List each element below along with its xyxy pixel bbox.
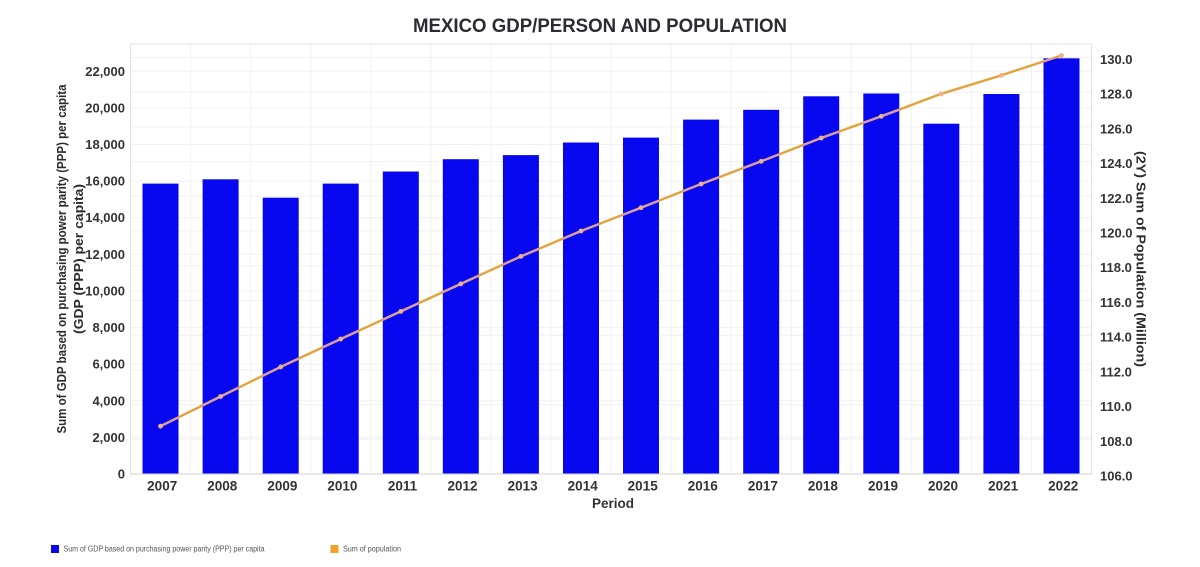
- svg-text:(2Y) Sum of Population (Millio: (2Y) Sum of Population (Million): [1134, 151, 1148, 367]
- svg-text:2013: 2013: [508, 479, 539, 494]
- svg-text:120.0: 120.0: [1100, 226, 1133, 241]
- svg-text:12,000: 12,000: [85, 247, 125, 262]
- svg-text:14,000: 14,000: [85, 210, 125, 225]
- svg-text:Sum of population: Sum of population: [343, 545, 401, 554]
- svg-text:2017: 2017: [748, 479, 778, 494]
- svg-text:124.0: 124.0: [1100, 156, 1133, 171]
- svg-text:122.0: 122.0: [1100, 191, 1133, 206]
- svg-text:4,000: 4,000: [92, 393, 125, 408]
- svg-text:22,000: 22,000: [85, 64, 125, 79]
- svg-text:MEXICO GDP/PERSON AND POPULATI: MEXICO GDP/PERSON AND POPULATION: [413, 16, 787, 37]
- svg-text:108.0: 108.0: [1100, 434, 1133, 449]
- svg-text:128.0: 128.0: [1100, 87, 1133, 102]
- svg-text:2016: 2016: [688, 479, 719, 494]
- svg-text:2022: 2022: [1048, 479, 1078, 494]
- svg-text:126.0: 126.0: [1100, 121, 1133, 136]
- svg-text:6,000: 6,000: [92, 357, 125, 372]
- svg-text:106.0: 106.0: [1100, 469, 1133, 484]
- svg-text:2010: 2010: [327, 479, 357, 494]
- svg-text:Sum of GDP based on purchasing: Sum of GDP based on purchasing power par…: [54, 84, 69, 434]
- svg-text:2007: 2007: [147, 479, 177, 494]
- svg-text:10,000: 10,000: [85, 284, 125, 299]
- svg-text:2020: 2020: [928, 479, 958, 494]
- svg-text:116.0: 116.0: [1100, 295, 1132, 310]
- svg-text:114.0: 114.0: [1100, 330, 1132, 345]
- svg-text:118.0: 118.0: [1100, 260, 1132, 275]
- svg-text:2015: 2015: [628, 479, 659, 494]
- svg-text:130.0: 130.0: [1100, 52, 1133, 67]
- svg-text:2009: 2009: [267, 479, 297, 494]
- svg-text:110.0: 110.0: [1100, 399, 1132, 414]
- svg-text:Sum of GDP based on purchasing: Sum of GDP based on purchasing power par…: [64, 545, 265, 554]
- svg-text:112.0: 112.0: [1100, 364, 1132, 379]
- svg-text:2012: 2012: [447, 479, 477, 494]
- svg-text:2,000: 2,000: [92, 430, 125, 445]
- svg-text:2021: 2021: [988, 479, 1019, 494]
- svg-text:2018: 2018: [808, 479, 839, 494]
- svg-text:2011: 2011: [388, 479, 418, 494]
- svg-text:20,000: 20,000: [85, 100, 125, 115]
- svg-text:2019: 2019: [868, 479, 898, 494]
- svg-text:Period: Period: [592, 496, 634, 511]
- svg-text:2014: 2014: [568, 479, 599, 494]
- svg-text:18,000: 18,000: [85, 137, 125, 152]
- svg-text:0: 0: [118, 467, 125, 482]
- svg-text:16,000: 16,000: [85, 174, 125, 189]
- svg-text:2008: 2008: [207, 479, 238, 494]
- svg-text:8,000: 8,000: [92, 320, 125, 335]
- svg-text:(GDP (PPP) per capita): (GDP (PPP) per capita): [71, 184, 86, 334]
